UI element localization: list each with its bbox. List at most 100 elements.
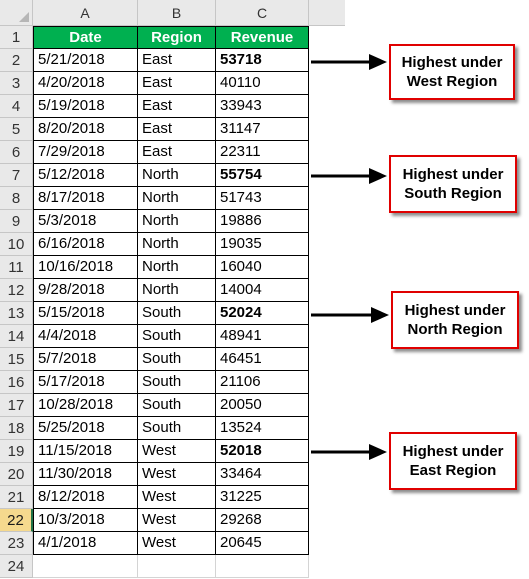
date-cell[interactable]: 5/7/2018 xyxy=(33,348,138,371)
region-cell[interactable]: East xyxy=(138,72,216,95)
row-header-5[interactable]: 5 xyxy=(0,118,33,141)
revenue-cell[interactable]: 13524 xyxy=(216,417,309,440)
row-header-12[interactable]: 12 xyxy=(0,279,33,302)
row-header-7[interactable]: 7 xyxy=(0,164,33,187)
row-header-13[interactable]: 13 xyxy=(0,302,33,325)
date-cell[interactable]: 8/17/2018 xyxy=(33,187,138,210)
date-cell[interactable]: 4/20/2018 xyxy=(33,72,138,95)
empty-cell[interactable] xyxy=(33,555,138,578)
row-header-9[interactable]: 9 xyxy=(0,210,33,233)
date-cell[interactable]: 11/15/2018 xyxy=(33,440,138,463)
header-cell-region[interactable]: Region xyxy=(138,26,216,49)
revenue-cell[interactable]: 19035 xyxy=(216,233,309,256)
region-cell[interactable]: North xyxy=(138,233,216,256)
row-header-14[interactable]: 14 xyxy=(0,325,33,348)
region-cell[interactable]: West xyxy=(138,532,216,555)
select-all-corner[interactable] xyxy=(0,0,33,26)
revenue-cell[interactable]: 14004 xyxy=(216,279,309,302)
revenue-cell[interactable]: 51743 xyxy=(216,187,309,210)
row-header-23[interactable]: 23 xyxy=(0,532,33,555)
region-cell[interactable]: South xyxy=(138,394,216,417)
date-cell[interactable]: 10/28/2018 xyxy=(33,394,138,417)
region-cell[interactable]: South xyxy=(138,325,216,348)
date-cell[interactable]: 10/3/2018 xyxy=(33,509,138,532)
row-header-19[interactable]: 19 xyxy=(0,440,33,463)
date-cell[interactable]: 10/16/2018 xyxy=(33,256,138,279)
revenue-cell[interactable]: 33464 xyxy=(216,463,309,486)
row-header-8[interactable]: 8 xyxy=(0,187,33,210)
row-header-18[interactable]: 18 xyxy=(0,417,33,440)
region-cell[interactable]: East xyxy=(138,49,216,72)
row-header-10[interactable]: 10 xyxy=(0,233,33,256)
date-cell[interactable]: 5/17/2018 xyxy=(33,371,138,394)
region-cell[interactable]: West xyxy=(138,440,216,463)
region-cell[interactable]: South xyxy=(138,417,216,440)
date-cell[interactable]: 6/16/2018 xyxy=(33,233,138,256)
region-cell[interactable]: West xyxy=(138,463,216,486)
region-cell[interactable]: South xyxy=(138,348,216,371)
date-cell[interactable]: 8/12/2018 xyxy=(33,486,138,509)
revenue-cell[interactable]: 31147 xyxy=(216,118,309,141)
region-cell[interactable]: South xyxy=(138,302,216,325)
row-header-2[interactable]: 2 xyxy=(0,49,33,72)
revenue-cell[interactable]: 16040 xyxy=(216,256,309,279)
column-header-c[interactable]: C xyxy=(216,0,309,26)
column-header-a[interactable]: A xyxy=(33,0,138,26)
region-cell[interactable]: North xyxy=(138,187,216,210)
region-cell[interactable]: East xyxy=(138,95,216,118)
row-header-3[interactable]: 3 xyxy=(0,72,33,95)
header-cell-date[interactable]: Date xyxy=(33,26,138,49)
region-cell[interactable]: North xyxy=(138,279,216,302)
date-cell[interactable]: 9/28/2018 xyxy=(33,279,138,302)
revenue-cell[interactable]: 22311 xyxy=(216,141,309,164)
revenue-cell[interactable]: 52018 xyxy=(216,440,309,463)
row-header-11[interactable]: 11 xyxy=(0,256,33,279)
region-cell[interactable]: North xyxy=(138,210,216,233)
date-cell[interactable]: 8/20/2018 xyxy=(33,118,138,141)
date-cell[interactable]: 5/12/2018 xyxy=(33,164,138,187)
revenue-cell[interactable]: 53718 xyxy=(216,49,309,72)
region-cell[interactable]: East xyxy=(138,141,216,164)
date-cell[interactable]: 5/3/2018 xyxy=(33,210,138,233)
row-header-20[interactable]: 20 xyxy=(0,463,33,486)
row-header-6[interactable]: 6 xyxy=(0,141,33,164)
region-cell[interactable]: West xyxy=(138,509,216,532)
date-cell[interactable]: 5/19/2018 xyxy=(33,95,138,118)
date-cell[interactable]: 5/25/2018 xyxy=(33,417,138,440)
region-cell[interactable]: North xyxy=(138,164,216,187)
revenue-cell[interactable]: 48941 xyxy=(216,325,309,348)
empty-cell[interactable] xyxy=(138,555,216,578)
region-cell[interactable]: East xyxy=(138,118,216,141)
revenue-cell[interactable]: 55754 xyxy=(216,164,309,187)
revenue-cell[interactable]: 29268 xyxy=(216,509,309,532)
date-cell[interactable]: 11/30/2018 xyxy=(33,463,138,486)
date-cell[interactable]: 7/29/2018 xyxy=(33,141,138,164)
revenue-cell[interactable]: 46451 xyxy=(216,348,309,371)
row-header-1[interactable]: 1 xyxy=(0,26,33,49)
revenue-cell[interactable]: 21106 xyxy=(216,371,309,394)
date-cell[interactable]: 5/21/2018 xyxy=(33,49,138,72)
row-header-15[interactable]: 15 xyxy=(0,348,33,371)
revenue-cell[interactable]: 31225 xyxy=(216,486,309,509)
row-header-21[interactable]: 21 xyxy=(0,486,33,509)
region-cell[interactable]: West xyxy=(138,486,216,509)
date-cell[interactable]: 5/15/2018 xyxy=(33,302,138,325)
date-cell[interactable]: 4/1/2018 xyxy=(33,532,138,555)
row-header-17[interactable]: 17 xyxy=(0,394,33,417)
revenue-cell[interactable]: 33943 xyxy=(216,95,309,118)
revenue-cell[interactable]: 40110 xyxy=(216,72,309,95)
row-header-24[interactable]: 24 xyxy=(0,555,33,578)
date-cell[interactable]: 4/4/2018 xyxy=(33,325,138,348)
revenue-cell[interactable]: 52024 xyxy=(216,302,309,325)
row-header-22[interactable]: 22 xyxy=(0,509,33,532)
empty-cell[interactable] xyxy=(216,555,309,578)
revenue-cell[interactable]: 20050 xyxy=(216,394,309,417)
region-cell[interactable]: North xyxy=(138,256,216,279)
region-cell[interactable]: South xyxy=(138,371,216,394)
revenue-cell[interactable]: 20645 xyxy=(216,532,309,555)
row-header-4[interactable]: 4 xyxy=(0,95,33,118)
column-header-b[interactable]: B xyxy=(138,0,216,26)
column-header-d[interactable] xyxy=(309,0,345,26)
revenue-cell[interactable]: 19886 xyxy=(216,210,309,233)
row-header-16[interactable]: 16 xyxy=(0,371,33,394)
